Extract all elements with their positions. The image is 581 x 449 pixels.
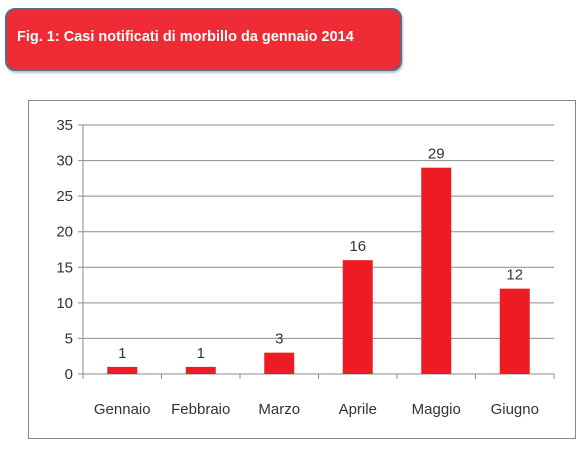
bar [499,288,530,374]
x-category-label: Giugno [491,401,539,418]
y-tick-label: 10 [56,295,73,312]
axes: 0 5 10 15 20 25 30 35 [56,117,555,383]
bar [342,260,373,374]
x-category-label: Febbraio [171,401,230,418]
y-tick-label: 20 [56,224,73,241]
x-category-label: Gennaio [94,401,151,418]
x-category-label: Aprile [339,401,377,418]
figure-title-banner: Fig. 1: Casi notificati di morbillo da g… [5,8,402,71]
y-tick-label: 0 [65,366,73,383]
data-label: 3 [275,331,283,348]
bars [107,167,530,374]
y-tick-label: 35 [56,117,73,134]
y-tick-label: 30 [56,153,73,170]
gridlines [78,124,554,375]
data-label: 29 [428,146,445,163]
x-category-label: Marzo [258,401,300,418]
data-label: 1 [118,345,126,362]
data-label: 16 [349,238,366,255]
data-label: 12 [506,267,523,284]
y-tick-label: 5 [65,330,73,347]
bar [185,366,216,374]
data-label: 1 [197,345,205,362]
x-category-label: Maggio [412,401,461,418]
bar [421,167,452,374]
chart-frame [28,100,576,439]
labels: 1 Gennaio 1 Febbraio 3 Marzo 16 Aprile 29 Maggio 1… [94,146,539,418]
bar [107,366,138,374]
bar [264,352,295,374]
y-tick-label: 15 [56,259,73,276]
figure-title: Fig. 1: Casi notificati di morbillo da g… [17,29,354,45]
y-tick-label: 25 [56,188,73,205]
